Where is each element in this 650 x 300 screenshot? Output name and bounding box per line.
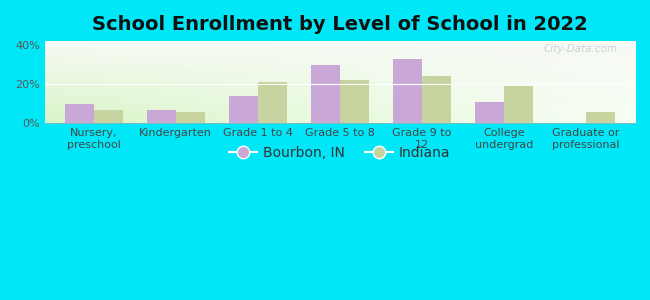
Bar xyxy=(422,76,450,123)
Text: City-Data.com: City-Data.com xyxy=(543,44,618,54)
Bar xyxy=(65,104,94,123)
Bar xyxy=(475,102,504,123)
Bar xyxy=(94,110,122,123)
Bar xyxy=(504,86,532,123)
Bar xyxy=(340,80,369,123)
Legend: Bourbon, IN, Indiana: Bourbon, IN, Indiana xyxy=(224,141,456,166)
Bar xyxy=(147,110,176,123)
Title: School Enrollment by Level of School in 2022: School Enrollment by Level of School in … xyxy=(92,15,588,34)
Bar xyxy=(311,64,340,123)
Bar xyxy=(229,96,258,123)
Bar xyxy=(586,112,614,123)
Bar xyxy=(176,112,205,123)
Bar xyxy=(258,82,287,123)
Bar xyxy=(393,59,422,123)
